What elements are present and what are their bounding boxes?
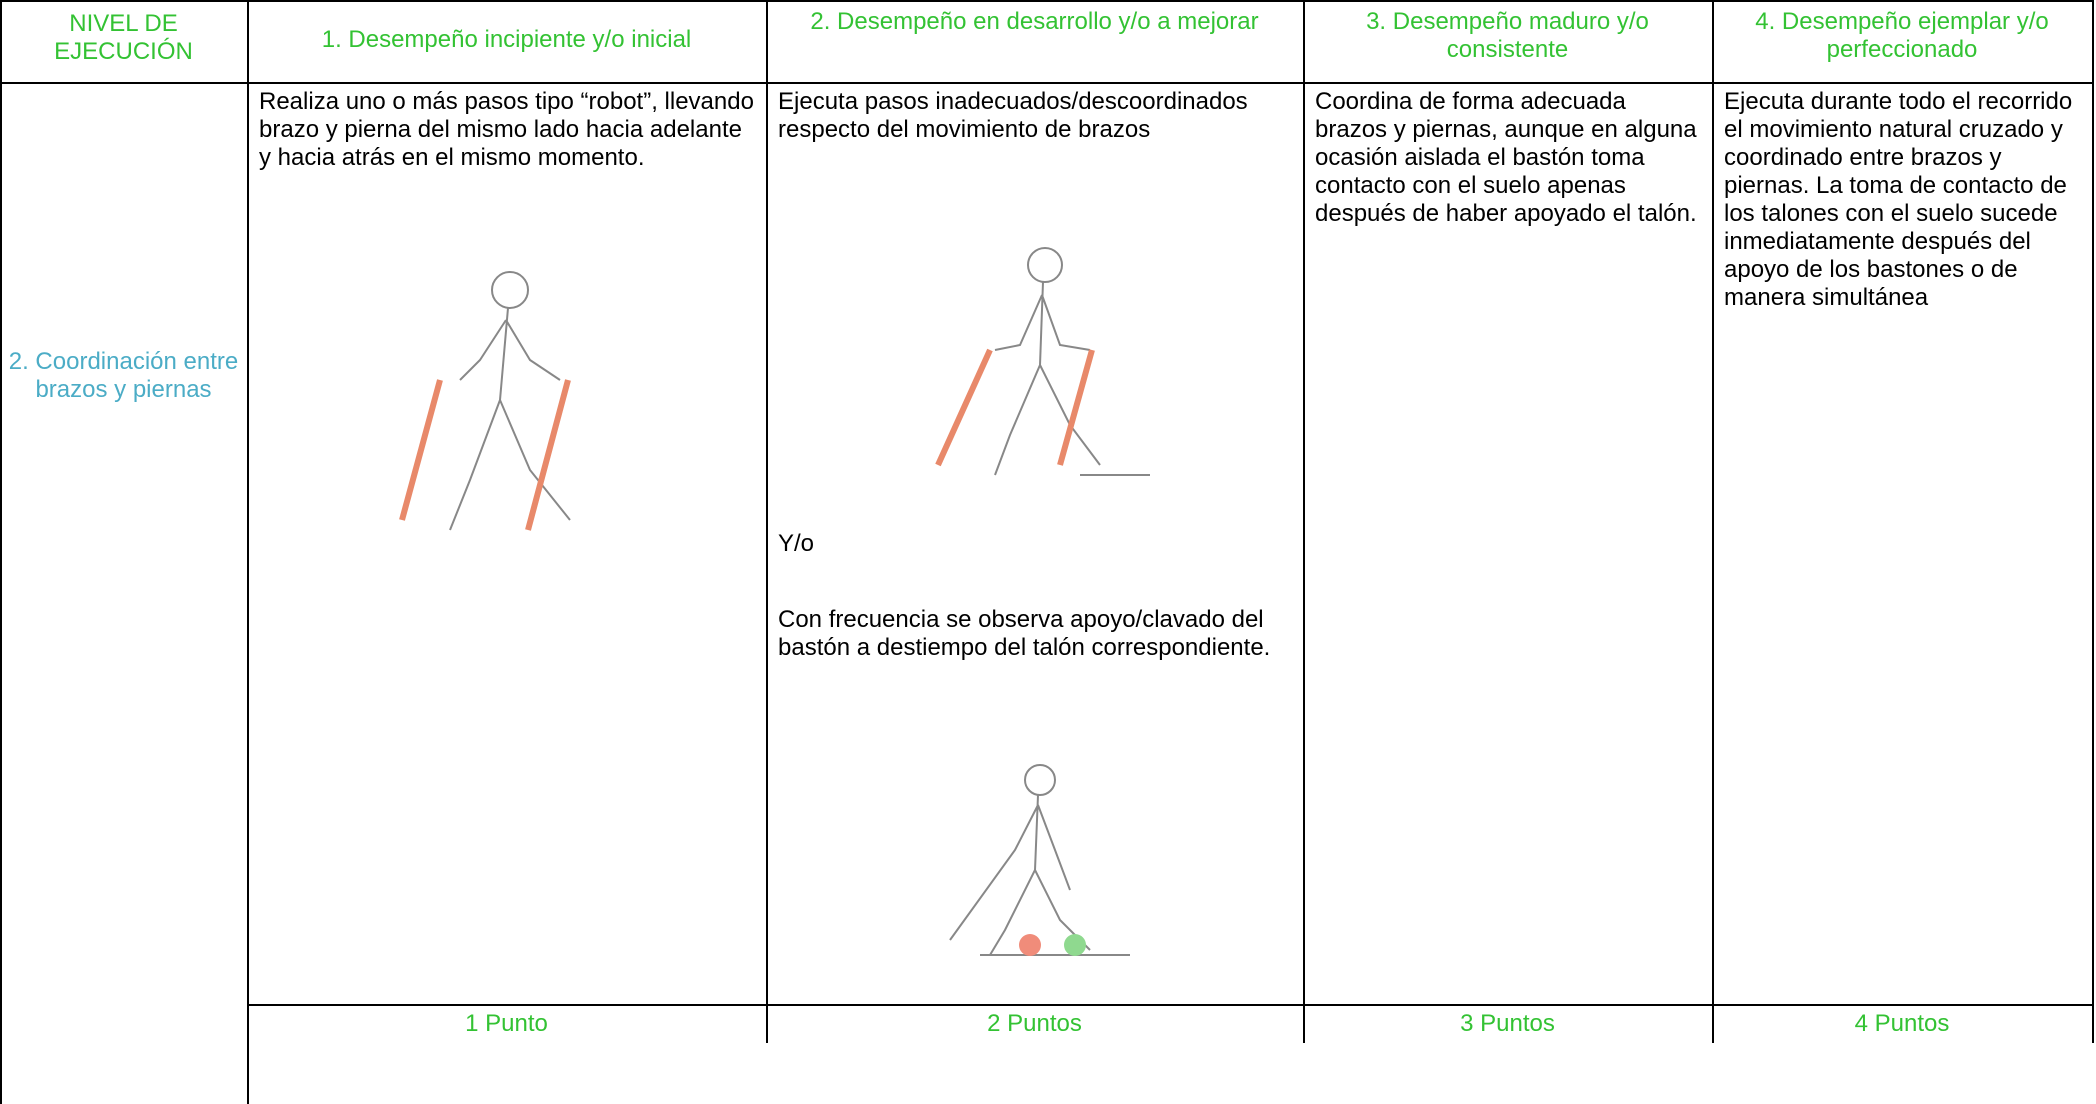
header-cell: 1. Desempeño incipiente y/o inicial — [321, 26, 692, 53]
points: 3 Puntos — [1460, 1010, 1555, 1037]
walker-figure — [399, 271, 571, 531]
border — [247, 0, 249, 1104]
cell-text: Coordina de forma adecuada brazos y pier… — [1315, 88, 1697, 227]
border — [1303, 0, 1305, 1043]
points: 2 Puntos — [987, 1010, 1082, 1037]
border — [0, 0, 2094, 2]
border — [2092, 0, 2094, 1043]
cell-text: Ejecuta durante todo el recorrido el mov… — [1724, 88, 2073, 311]
border — [0, 0, 2, 1104]
cell-text: Y/o — [778, 530, 815, 557]
border — [1712, 0, 1714, 1043]
header-cell: 3. Desempeño maduro y/o consistente — [1366, 8, 1649, 63]
points: 4 Puntos — [1854, 1010, 1950, 1037]
border — [247, 1004, 2094, 1006]
points: 1 Punto — [465, 1010, 548, 1037]
header-cell: 4. Desempeño ejemplar y/o perfeccionado — [1755, 8, 2049, 63]
walker-figure — [935, 247, 1150, 476]
cell-text: Ejecuta pasos inadecuados/descoordinados… — [778, 88, 1248, 143]
header-cell: 2. Desempeño en desarrollo y/o a mejorar — [810, 8, 1259, 35]
walker-figure — [949, 764, 1130, 956]
header-cell: NIVEL DE EJECUCIÓN — [54, 10, 193, 65]
cell-text: Realiza uno o más pasos tipo “robot”, ll… — [259, 88, 754, 171]
row-label: 2. Coordinación entre brazos y piernas — [8, 348, 239, 403]
cell-text: Con frecuencia se observa apoyo/clavado … — [778, 606, 1271, 661]
border — [766, 0, 768, 1043]
border — [0, 82, 2094, 84]
